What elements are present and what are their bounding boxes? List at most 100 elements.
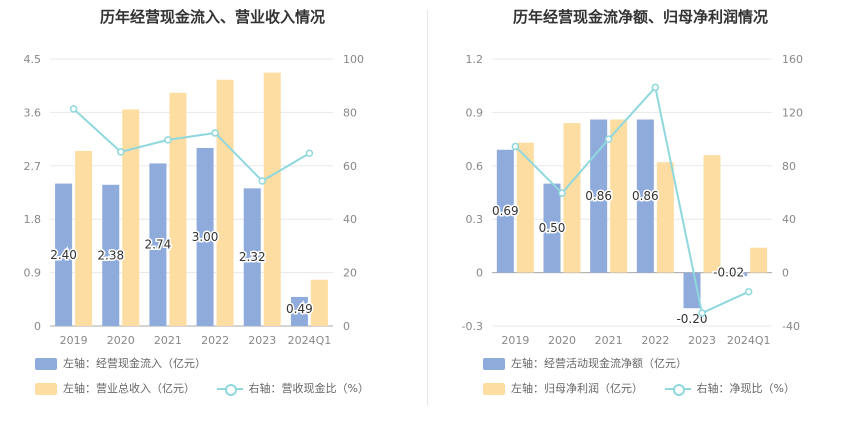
legend-item[interactable]: 左轴：经营活动现金流净额（亿元） — [483, 357, 687, 371]
legend-label: 左轴：营业总收入（亿元） — [63, 382, 195, 395]
y-left-tick: 1.2 — [466, 53, 484, 66]
line-point — [651, 83, 660, 92]
chart-title-right: 历年经营现金流净额、归母净利润情况 — [512, 8, 768, 26]
y-right-tick: 0 — [782, 267, 789, 280]
chart-title-left: 历年经营现金流入、营业收入情况 — [99, 8, 325, 26]
data-label: 2.40 — [50, 248, 77, 262]
data-label: 2.32 — [239, 250, 266, 264]
y-right-tick: 40 — [343, 213, 357, 226]
y-left-tick: 0 — [476, 267, 483, 280]
legend-label: 左轴：归母净利润（亿元） — [511, 382, 643, 395]
y-left-tick: 0 — [34, 320, 41, 333]
y-left-tick: 0.6 — [466, 160, 484, 173]
bar-series2 — [516, 142, 534, 273]
y-left-tick: 0.3 — [466, 213, 484, 226]
y-right-tick: 80 — [782, 160, 796, 173]
y-left-tick: 3.6 — [24, 106, 42, 119]
y-right-tick: -40 — [782, 320, 800, 333]
cashflow-revenue-chart: 0 0.9 1.8 2.7 3.6 4.5 0 20 40 60 80 100 2019 2.40 2020… — [24, 53, 365, 347]
bar-series2 — [750, 247, 768, 273]
x-tick-label: 2023 — [688, 334, 716, 347]
bar-series1 — [243, 188, 261, 326]
legend-label: 右轴：营收现金比（%） — [248, 382, 369, 395]
bar-series1 — [102, 184, 120, 326]
panel-divider — [427, 10, 428, 405]
line-point — [164, 136, 172, 144]
bar-series2 — [703, 155, 721, 273]
y-left-tick: 1.8 — [24, 213, 42, 226]
line-point — [511, 142, 520, 151]
bar-series1 — [636, 119, 654, 273]
line-point — [558, 189, 566, 197]
y-right-tick: 80 — [343, 106, 357, 119]
data-label: 2.74 — [145, 238, 172, 252]
data-label: 0.49 — [286, 302, 313, 316]
x-tick-label: 2024Q1 — [288, 334, 332, 347]
data-label: -0.02 — [713, 266, 744, 280]
data-label: 0.86 — [585, 189, 612, 203]
legend-label: 右轴：净现比（%） — [696, 382, 795, 395]
line-point — [69, 105, 78, 113]
data-label: 0.50 — [539, 221, 566, 235]
y-right-tick: 20 — [343, 267, 357, 280]
x-tick-label: 2024Q1 — [727, 334, 771, 347]
legend-item[interactable]: 右轴：净现比（%） — [664, 382, 795, 396]
bar-series1 — [149, 163, 167, 326]
line-point — [604, 135, 613, 143]
bar-series2 — [610, 119, 628, 273]
bar-series1 — [196, 148, 214, 326]
line-point — [211, 129, 219, 137]
y-left-tick: 0.9 — [466, 106, 484, 119]
bar-series2 — [169, 92, 187, 326]
line-point — [117, 148, 125, 156]
data-label: 0.69 — [492, 204, 519, 218]
y-left-tick: 2.7 — [24, 160, 42, 173]
x-tick-label: 2021 — [154, 334, 182, 347]
y-right-tick: 160 — [782, 53, 803, 66]
line-point — [305, 149, 314, 158]
bar-series1 — [543, 183, 561, 273]
x-tick-label: 2019 — [501, 334, 529, 347]
y-left-tick: 4.5 — [24, 53, 42, 66]
x-tick-label: 2021 — [595, 334, 623, 347]
x-tick-label: 2019 — [60, 334, 88, 347]
data-label: 2.38 — [97, 248, 124, 262]
y-right-tick: 120 — [782, 106, 803, 119]
y-left-tick: 0.9 — [24, 267, 42, 280]
bar-series1 — [55, 183, 73, 326]
bar-series2 — [216, 79, 234, 327]
bar-series2 — [122, 109, 140, 326]
y-right-tick: 100 — [343, 53, 364, 66]
legend-item[interactable]: 左轴：经营现金流入（亿元） — [35, 357, 206, 371]
bar-series2 — [310, 279, 328, 326]
bar-series2 — [563, 123, 581, 273]
legend-item[interactable]: 左轴：营业总收入（亿元） — [35, 382, 195, 396]
bar-series1 — [590, 119, 608, 273]
y-right-tick: 60 — [343, 160, 357, 173]
legend-item[interactable]: 左轴：归母净利润（亿元） — [483, 382, 643, 396]
ratio-line — [72, 108, 310, 183]
x-tick-label: 2020 — [107, 334, 135, 347]
x-tick-label: 2023 — [248, 334, 276, 347]
y-right-tick: 40 — [782, 213, 796, 226]
legend-label: 左轴：经营现金流入（亿元） — [63, 357, 206, 370]
legend-label: 左轴：经营活动现金流净额（亿元） — [511, 357, 687, 370]
x-tick-label: 2022 — [641, 334, 669, 347]
bar-series1 — [730, 272, 748, 277]
line-point — [744, 287, 753, 296]
bar-series1 — [290, 296, 308, 326]
line-point — [258, 177, 266, 185]
bar-series2 — [656, 162, 674, 273]
bar-series2 — [75, 150, 93, 326]
bar-series2 — [263, 72, 281, 326]
legend-item[interactable]: 右轴：营收现金比（%） — [216, 382, 369, 396]
data-label: 0.86 — [632, 189, 659, 203]
bar-series1 — [496, 149, 514, 273]
ratio-line — [514, 85, 750, 315]
x-tick-label: 2020 — [548, 334, 576, 347]
y-right-tick: 0 — [343, 320, 350, 333]
netcash-profit-chart: -0.3 0 0.3 0.6 0.9 1.2 -40 0 40 80 120 160 2019 0.69 2… — [462, 53, 803, 347]
x-tick-label: 2022 — [201, 334, 229, 347]
data-label: 3.00 — [192, 230, 219, 244]
line-point — [698, 309, 706, 317]
